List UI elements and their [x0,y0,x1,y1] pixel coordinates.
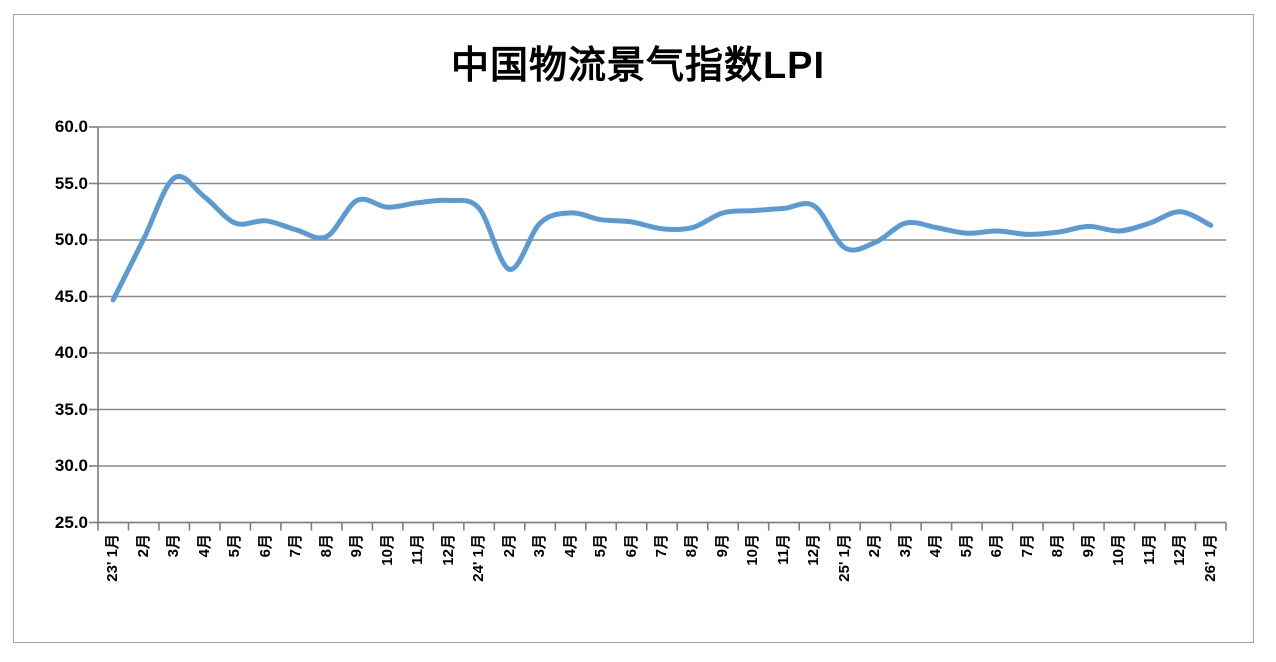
x-axis-label: 10月 [1110,534,1128,566]
x-axis-label: 6月 [622,534,640,558]
y-axis-label: 60.0 [54,117,88,136]
y-axis-label: 45.0 [54,286,88,306]
x-axis-label: 26' 1月 [1201,534,1219,582]
x-axis-label: 4月 [561,534,579,558]
x-axis-label: 7月 [653,534,670,558]
x-axis-label: 9月 [348,534,366,558]
x-axis-label: 3月 [165,534,183,558]
x-axis-label: 9月 [713,534,731,558]
x-axis-label: 12月 [439,534,457,566]
x-axis-label: 3月 [896,534,914,558]
x-axis-label: 3月 [531,534,549,558]
x-axis-label: 2月 [866,534,884,558]
x-axis-label: 2月 [500,534,518,558]
x-axis-label: 6月 [256,534,274,558]
chart-border [13,14,1254,643]
x-axis-label: 12月 [805,534,823,566]
x-axis-label: 4月 [927,534,945,558]
chart-title: 中国物流景气指数LPI [450,45,826,87]
x-axis-label: 25' 1月 [835,534,853,582]
x-axis-label: 12月 [1171,534,1189,566]
x-axis-label: 6月 [988,534,1006,558]
x-axis-label: 11月 [409,534,427,565]
y-axis-label: 25.0 [54,512,88,532]
x-axis-label: 4月 [195,534,213,558]
x-axis-label: 10月 [744,534,762,566]
x-axis-label: 23' 1月 [104,534,122,582]
x-axis-label: 7月 [287,534,305,558]
x-axis-label: 8月 [683,534,701,558]
x-axis-label: 8月 [1049,534,1067,558]
x-axis-label: 2月 [134,534,152,558]
x-axis-label: 9月 [1079,534,1097,558]
y-axis-label: 30.0 [54,456,88,475]
y-axis-label: 40.0 [54,343,88,362]
x-axis-label: 11月 [1140,534,1158,565]
x-axis-label: 7月 [1018,534,1036,558]
y-axis-label: 55.0 [54,173,88,193]
lpi-series-line [110,173,1214,303]
x-axis-label: 5月 [592,534,610,558]
x-axis-label: 8月 [317,534,335,558]
x-axis-label: 5月 [957,534,975,558]
x-axis-label: 24' 1月 [470,534,488,582]
x-axis-label: 11月 [774,534,792,565]
x-axis-label: 5月 [226,534,244,558]
y-axis-label: 35.0 [54,399,88,419]
y-axis-label: 50.0 [54,230,88,249]
x-axis-label: 10月 [378,534,396,566]
